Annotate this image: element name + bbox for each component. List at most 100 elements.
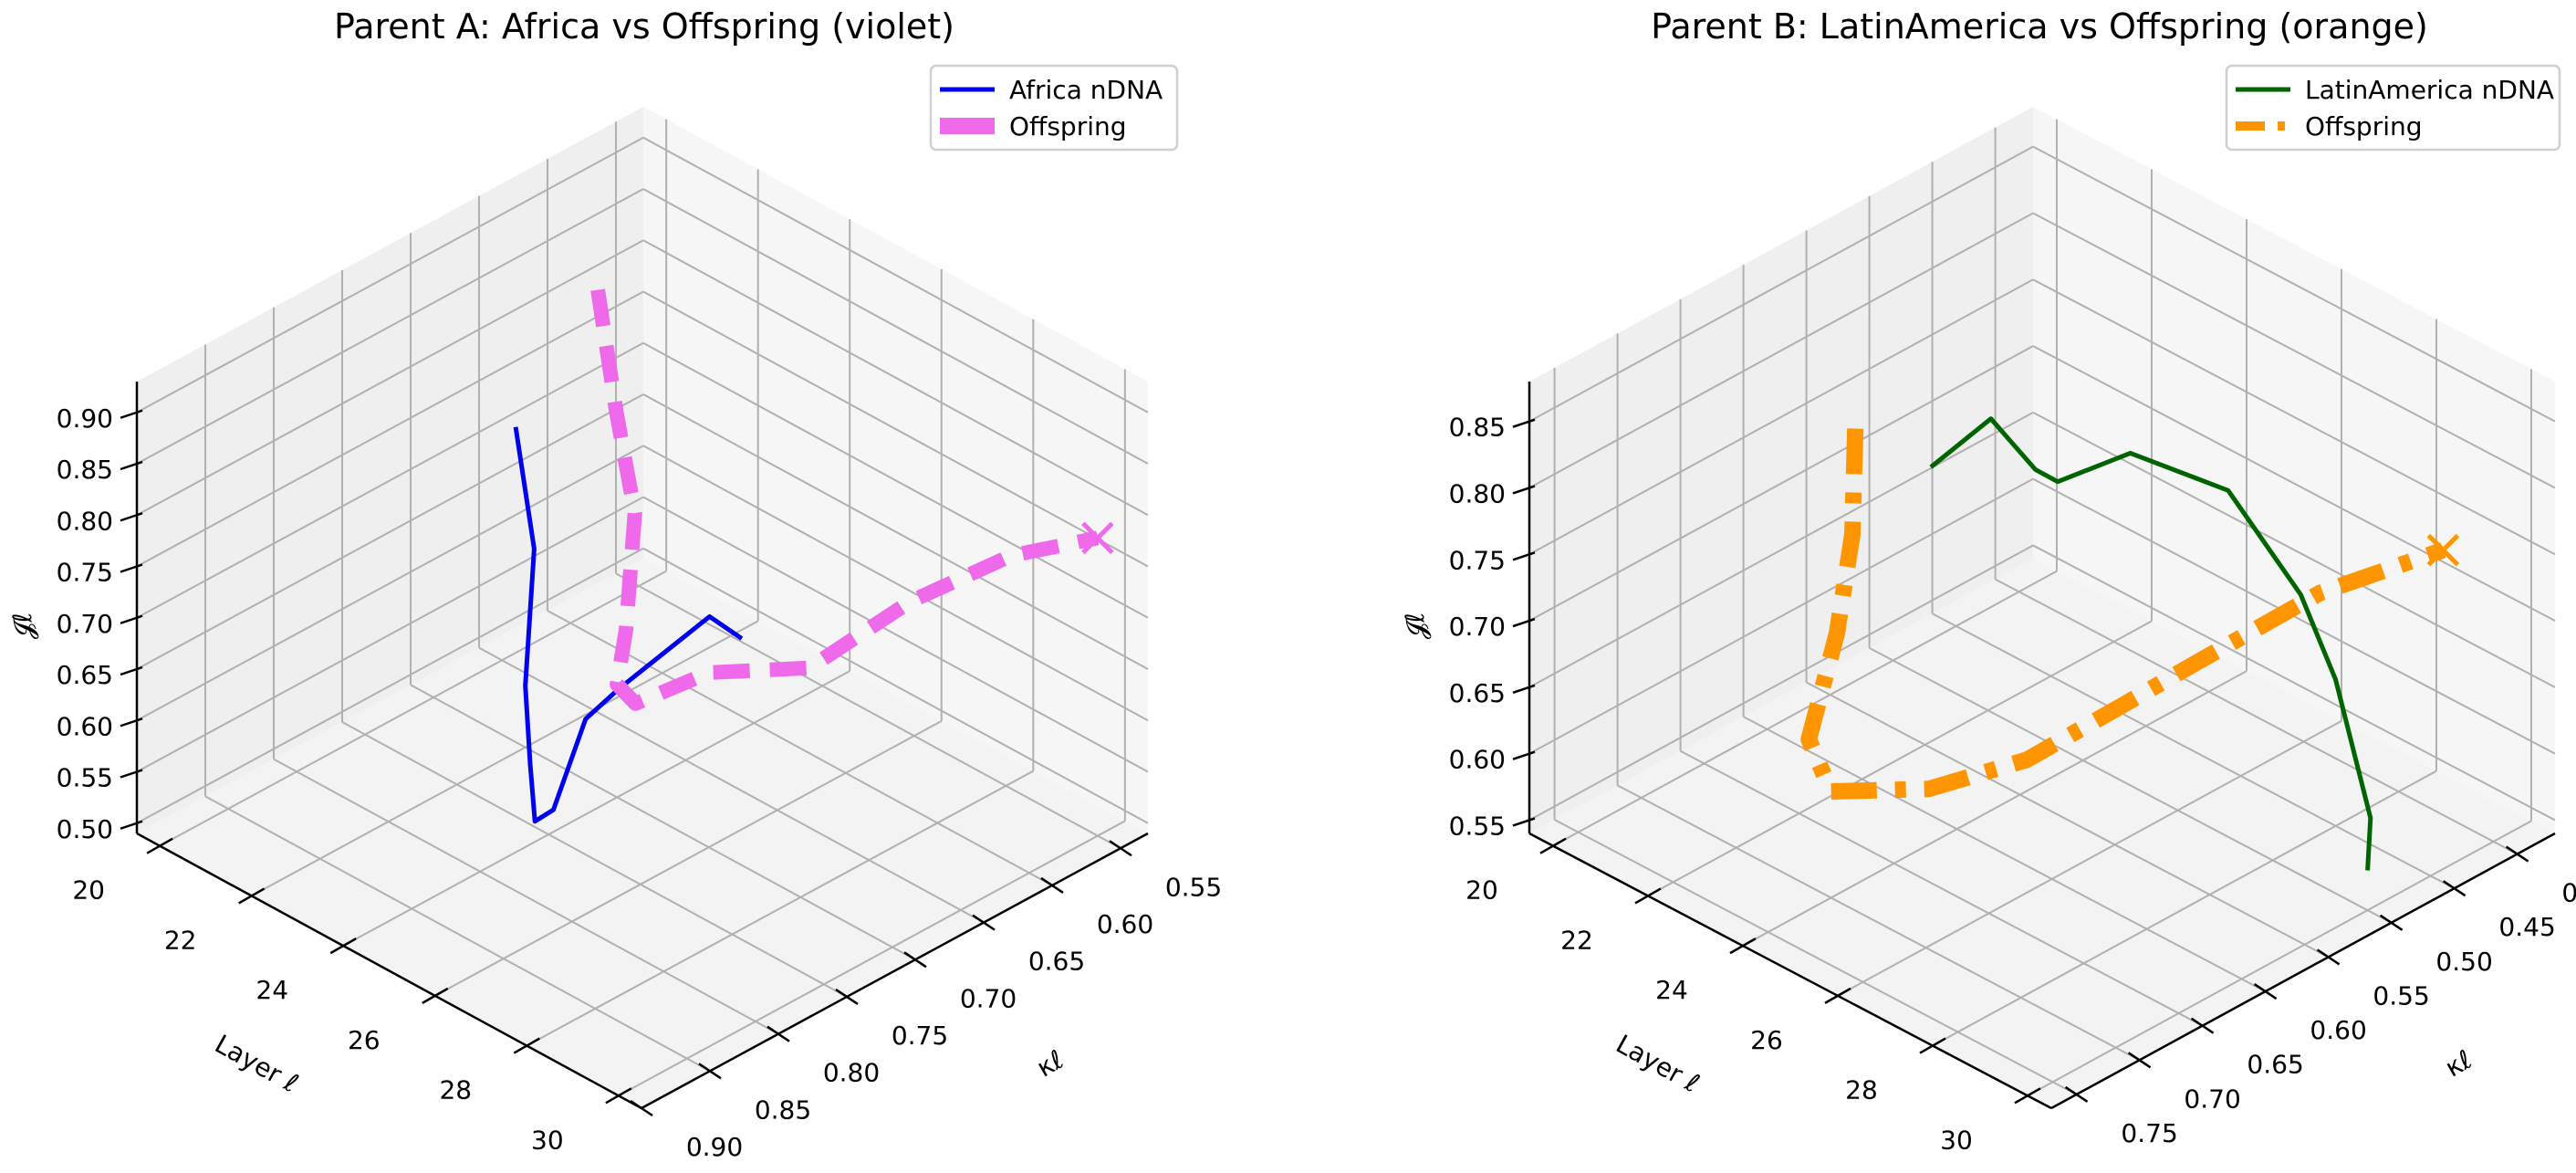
y-tick bbox=[903, 951, 927, 969]
y-tick bbox=[2190, 1017, 2215, 1034]
x-tick-label: 30 bbox=[1940, 1125, 1973, 1155]
z-tick bbox=[120, 769, 143, 779]
y-tick bbox=[2442, 880, 2466, 897]
gridline bbox=[1869, 646, 2393, 924]
gridline bbox=[136, 341, 644, 619]
gridline bbox=[136, 290, 644, 568]
z-tick bbox=[1512, 617, 1536, 628]
legend-label: Offspring bbox=[2305, 111, 2423, 141]
x-tick bbox=[422, 987, 449, 1004]
gridline bbox=[478, 646, 985, 924]
z-tick-label: 0.90 bbox=[57, 403, 113, 434]
gridline bbox=[642, 445, 1149, 722]
y-tick bbox=[630, 1099, 653, 1117]
y-tick bbox=[2253, 983, 2278, 1000]
z-tick-label: 0.70 bbox=[1449, 612, 1506, 642]
gridline bbox=[2032, 345, 2556, 622]
z-tick bbox=[120, 717, 143, 728]
gridline bbox=[1680, 749, 2204, 1027]
x-tick-label: 20 bbox=[72, 875, 105, 906]
z-tick bbox=[1512, 551, 1536, 561]
gridline bbox=[1995, 578, 2519, 855]
y-tick bbox=[767, 1025, 790, 1042]
gridline bbox=[1528, 411, 2034, 688]
gridline bbox=[1647, 620, 2153, 897]
x-axis-label: Layer ℓ bbox=[210, 1029, 303, 1099]
subplot-title: Parent A: Africa vs Offspring (violet) bbox=[334, 6, 954, 47]
gridline bbox=[136, 188, 644, 465]
y-tick bbox=[2505, 845, 2529, 863]
y-tick-label: 0.85 bbox=[755, 1094, 811, 1125]
gridline bbox=[642, 290, 1149, 568]
gridline bbox=[642, 188, 1149, 465]
y-tick-label: 0.55 bbox=[2373, 980, 2429, 1011]
gridline bbox=[1528, 278, 2034, 556]
gridline bbox=[159, 570, 667, 847]
gridline bbox=[642, 136, 1149, 414]
y-axis-line bbox=[641, 832, 1149, 1110]
x-tick-label: 20 bbox=[1465, 875, 1498, 906]
y-tick-label: 0.80 bbox=[823, 1058, 880, 1088]
gridline bbox=[2032, 278, 2556, 556]
z-tick bbox=[120, 614, 143, 624]
legend: Africa nDNA Offspring bbox=[929, 64, 1179, 152]
gridline bbox=[1742, 670, 2247, 948]
x-tick-label: 24 bbox=[256, 975, 288, 1005]
y-tick-label: 0.55 bbox=[1165, 872, 1222, 902]
x-tick-label: 24 bbox=[1655, 975, 1688, 1005]
z-tick-label: 0.65 bbox=[1449, 678, 1506, 708]
y-tick bbox=[2379, 914, 2404, 931]
x-tick bbox=[605, 1087, 632, 1105]
z-tick-label: 0.80 bbox=[57, 506, 113, 536]
y-tick bbox=[972, 914, 996, 931]
z-tick-label: 0.75 bbox=[1449, 545, 1506, 575]
y-tick bbox=[835, 988, 859, 1006]
gridline bbox=[434, 719, 943, 997]
gridline bbox=[642, 393, 1149, 670]
z-tick-label: 0.60 bbox=[1449, 745, 1506, 775]
gridline bbox=[1617, 784, 2141, 1062]
z-tick-label: 0.60 bbox=[57, 711, 113, 741]
gridline bbox=[2032, 544, 2556, 822]
legend: LatinAmerica nDNA Offspring bbox=[2225, 64, 2561, 152]
gridline bbox=[2032, 212, 2556, 489]
x-tick-label: 28 bbox=[439, 1075, 472, 1105]
y-tick bbox=[2127, 1052, 2152, 1069]
z-tick bbox=[120, 665, 143, 676]
gridline bbox=[136, 136, 644, 414]
z-tick-label: 0.55 bbox=[1449, 811, 1506, 841]
y-axis-label: κℓ bbox=[1031, 1044, 1069, 1084]
end-x-marker bbox=[2426, 533, 2460, 567]
y-tick-label: 0.70 bbox=[960, 983, 1017, 1013]
gridline bbox=[136, 445, 644, 722]
y-tick-label: 0.60 bbox=[2310, 1015, 2366, 1045]
x-tick-label: 28 bbox=[1845, 1075, 1878, 1105]
x-tick-label: 22 bbox=[1560, 925, 1593, 955]
x-axis-line bbox=[136, 832, 642, 1110]
y-tick-label: 0.45 bbox=[2498, 912, 2555, 942]
gridline bbox=[136, 239, 644, 517]
x-tick bbox=[1729, 937, 1757, 955]
gridline bbox=[618, 820, 1126, 1097]
pane-left bbox=[1529, 107, 2033, 833]
y-tick bbox=[698, 1063, 722, 1080]
z-tick bbox=[1512, 418, 1536, 428]
x-tick-label: 30 bbox=[531, 1125, 564, 1155]
x-tick-label: 22 bbox=[164, 925, 197, 955]
z-tick-label: 0.55 bbox=[57, 763, 113, 793]
gridline bbox=[273, 758, 779, 1035]
gridline bbox=[1552, 570, 2058, 847]
z-tick-label: 0.85 bbox=[57, 455, 113, 485]
gridline bbox=[615, 572, 1121, 850]
y-tick-label: 0.40 bbox=[2561, 878, 2576, 908]
pane-floor bbox=[1529, 559, 2555, 1108]
z-tick-label: 0.80 bbox=[1449, 478, 1506, 508]
gridline bbox=[1837, 719, 2342, 997]
z-tick bbox=[1512, 750, 1536, 760]
x-axis-line bbox=[1528, 832, 2052, 1110]
x-tick-label: 26 bbox=[1750, 1025, 1783, 1055]
y-tick-label: 0.75 bbox=[892, 1021, 948, 1051]
y-tick-label: 0.50 bbox=[2435, 947, 2492, 977]
x-tick-label: 26 bbox=[348, 1025, 381, 1055]
z-tick bbox=[120, 512, 143, 522]
